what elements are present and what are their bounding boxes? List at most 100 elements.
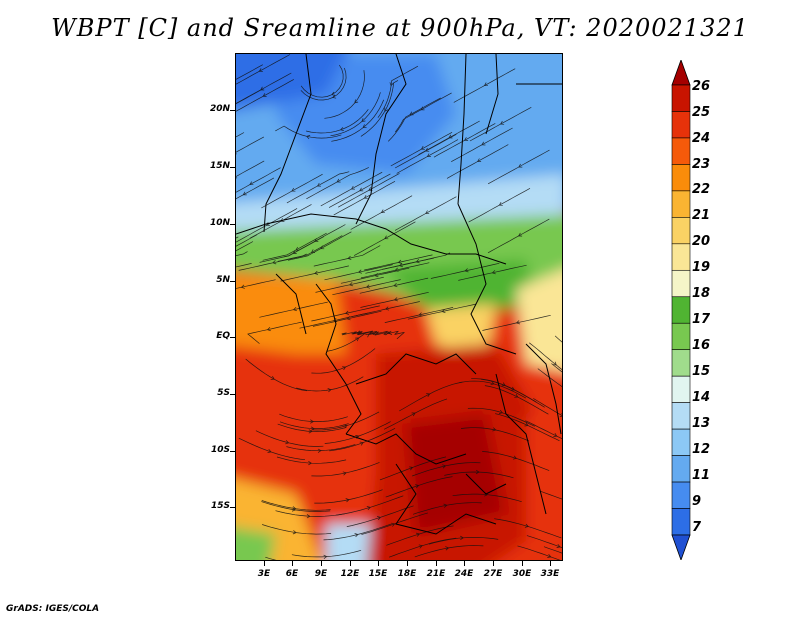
streamline-arrow (344, 310, 350, 315)
streamline-arrow (498, 202, 503, 206)
lon-label-27e: 27E (483, 569, 503, 579)
streamline-arrow (355, 337, 360, 342)
streamline-arrow (416, 532, 421, 537)
streamline (236, 64, 263, 80)
map-panel (235, 53, 563, 561)
lat-tick (230, 167, 235, 168)
field-green-dark (386, 259, 536, 319)
streamline (236, 136, 265, 153)
streamline-arrow (547, 553, 552, 558)
streamline-arrow (442, 464, 447, 469)
streamline-arrow (310, 419, 314, 424)
streamline-arrow (384, 235, 389, 240)
lon-tick (292, 561, 293, 566)
streamline-arrow (310, 249, 316, 253)
colorbar-swatch (671, 402, 691, 430)
lat-label-15n: 15N (209, 161, 230, 171)
streamline-arrow (559, 413, 562, 417)
colorbar-swatch (671, 481, 691, 509)
streamline-arrow (512, 455, 518, 460)
streamline-arrow (306, 135, 311, 140)
streamline (551, 363, 562, 373)
colorbar-label-23: 23 (692, 157, 711, 172)
streamline-arrow (342, 366, 347, 371)
colorbar-label-18: 18 (692, 286, 711, 301)
lon-tick (350, 561, 351, 566)
streamline-arrow (415, 259, 420, 264)
lon-tick (493, 561, 494, 566)
streamline-arrow (384, 107, 389, 112)
streamline-arrow (411, 412, 416, 417)
streamline-arrow (500, 120, 505, 125)
colorbar-swatch (671, 428, 691, 456)
streamline (236, 160, 265, 177)
streamline-arrow (425, 147, 430, 152)
streamline-arrow (460, 535, 464, 540)
streamline-arrow (357, 269, 363, 274)
colorbar-label-13: 13 (692, 416, 711, 431)
streamline-arrow (380, 209, 385, 214)
streamline-arrow (514, 393, 519, 398)
streamline-arrow (377, 516, 382, 521)
lon-label-18e: 18E (397, 569, 417, 579)
streamline-arrow (310, 426, 315, 431)
streamline-arrow (267, 448, 272, 454)
colorbar-label-11: 11 (692, 468, 711, 483)
colorbar (671, 60, 691, 560)
streamline-arrow (270, 376, 275, 380)
streamline-arrow (316, 182, 322, 187)
streamline-arrow (314, 270, 319, 275)
lon-label-15e: 15E (368, 569, 388, 579)
streamline-arrow (393, 297, 398, 302)
streamline-arrow (345, 498, 350, 503)
colorbar-label-9: 9 (692, 494, 702, 509)
streamline-arrow (409, 466, 414, 471)
lon-label-3e: 3E (257, 569, 271, 579)
streamline-arrow (409, 111, 414, 116)
streamline-arrow (350, 185, 356, 190)
lon-tick (321, 561, 322, 566)
streamline-arrow (327, 388, 332, 393)
streamline-arrow (333, 317, 338, 323)
streamline-arrow (553, 433, 558, 437)
streamline-arrow (524, 523, 529, 528)
colorbar-swatch (671, 269, 691, 298)
lat-label-15s: 15S (210, 501, 230, 511)
lat-tick (230, 451, 235, 452)
streamline-arrow (443, 503, 448, 508)
lon-tick (264, 561, 265, 566)
lat-label-10s: 10S (210, 445, 230, 455)
streamline-arrow (365, 284, 371, 289)
lon-tick (464, 561, 465, 566)
streamline-arrow (306, 514, 311, 519)
streamline-arrow (463, 137, 469, 141)
colorbar-swatch (671, 190, 691, 218)
colorbar-swatch (671, 375, 691, 403)
lon-tick (436, 561, 437, 566)
streamline-arrow (441, 308, 446, 314)
streamline-arrow (391, 522, 396, 527)
colorbar-swatch (671, 243, 691, 271)
colorbar-label-12: 12 (692, 442, 711, 457)
streamline-arrow (448, 134, 453, 139)
streamline-arrow (336, 178, 341, 183)
streamline-arrow (492, 427, 497, 432)
streamlines (236, 54, 562, 560)
streamline-arrow (332, 94, 337, 99)
streamline-arrow (339, 127, 344, 132)
lon-label-9e: 9E (314, 569, 328, 579)
colorbar-label-24: 24 (692, 131, 711, 146)
lon-label-24e: 24E (454, 569, 474, 579)
lon-tick (522, 561, 523, 566)
streamline-arrow (420, 145, 425, 150)
streamline-arrow (280, 218, 285, 222)
streamline-arrow (354, 533, 359, 538)
colorbar-swatch (671, 84, 691, 112)
colorbar-swatch (671, 349, 691, 377)
streamline-arrow (342, 471, 347, 476)
colorbar-label-25: 25 (692, 105, 711, 120)
streamline-arrow (331, 91, 336, 96)
streamline-arrow (308, 461, 313, 466)
streamline (539, 490, 562, 500)
colorbar-label-15: 15 (692, 364, 711, 379)
